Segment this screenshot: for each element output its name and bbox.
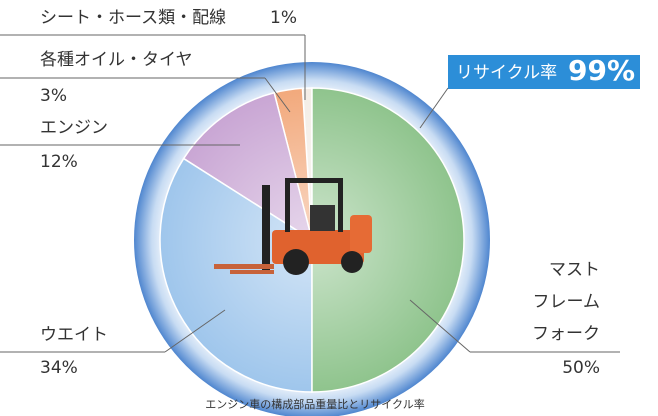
category-label: 各種オイル・タイヤ — [40, 50, 193, 70]
value-label: 1% — [270, 8, 297, 28]
value-label: 12% — [40, 152, 78, 172]
value-label: 3% — [40, 86, 67, 106]
highlight-text: リサイクル率 — [456, 63, 557, 83]
value-label: 50% — [562, 358, 600, 378]
category-label: エンジン — [40, 118, 108, 138]
chart: シート・ホース類・配線 1% 各種オイル・タイヤ 3% エンジン 12% ウエイト 34% マス… — [0, 0, 658, 416]
highlight-value: 99% — [568, 54, 635, 87]
category-label: ウエイト — [40, 325, 108, 345]
category-label: シート・ホース類・配線 — [40, 8, 226, 28]
category-label: マストフレームフォーク — [532, 260, 600, 344]
value-label: 34% — [40, 358, 78, 378]
caption: エンジン車の構成部品重量比とリサイクル率 — [205, 397, 424, 411]
